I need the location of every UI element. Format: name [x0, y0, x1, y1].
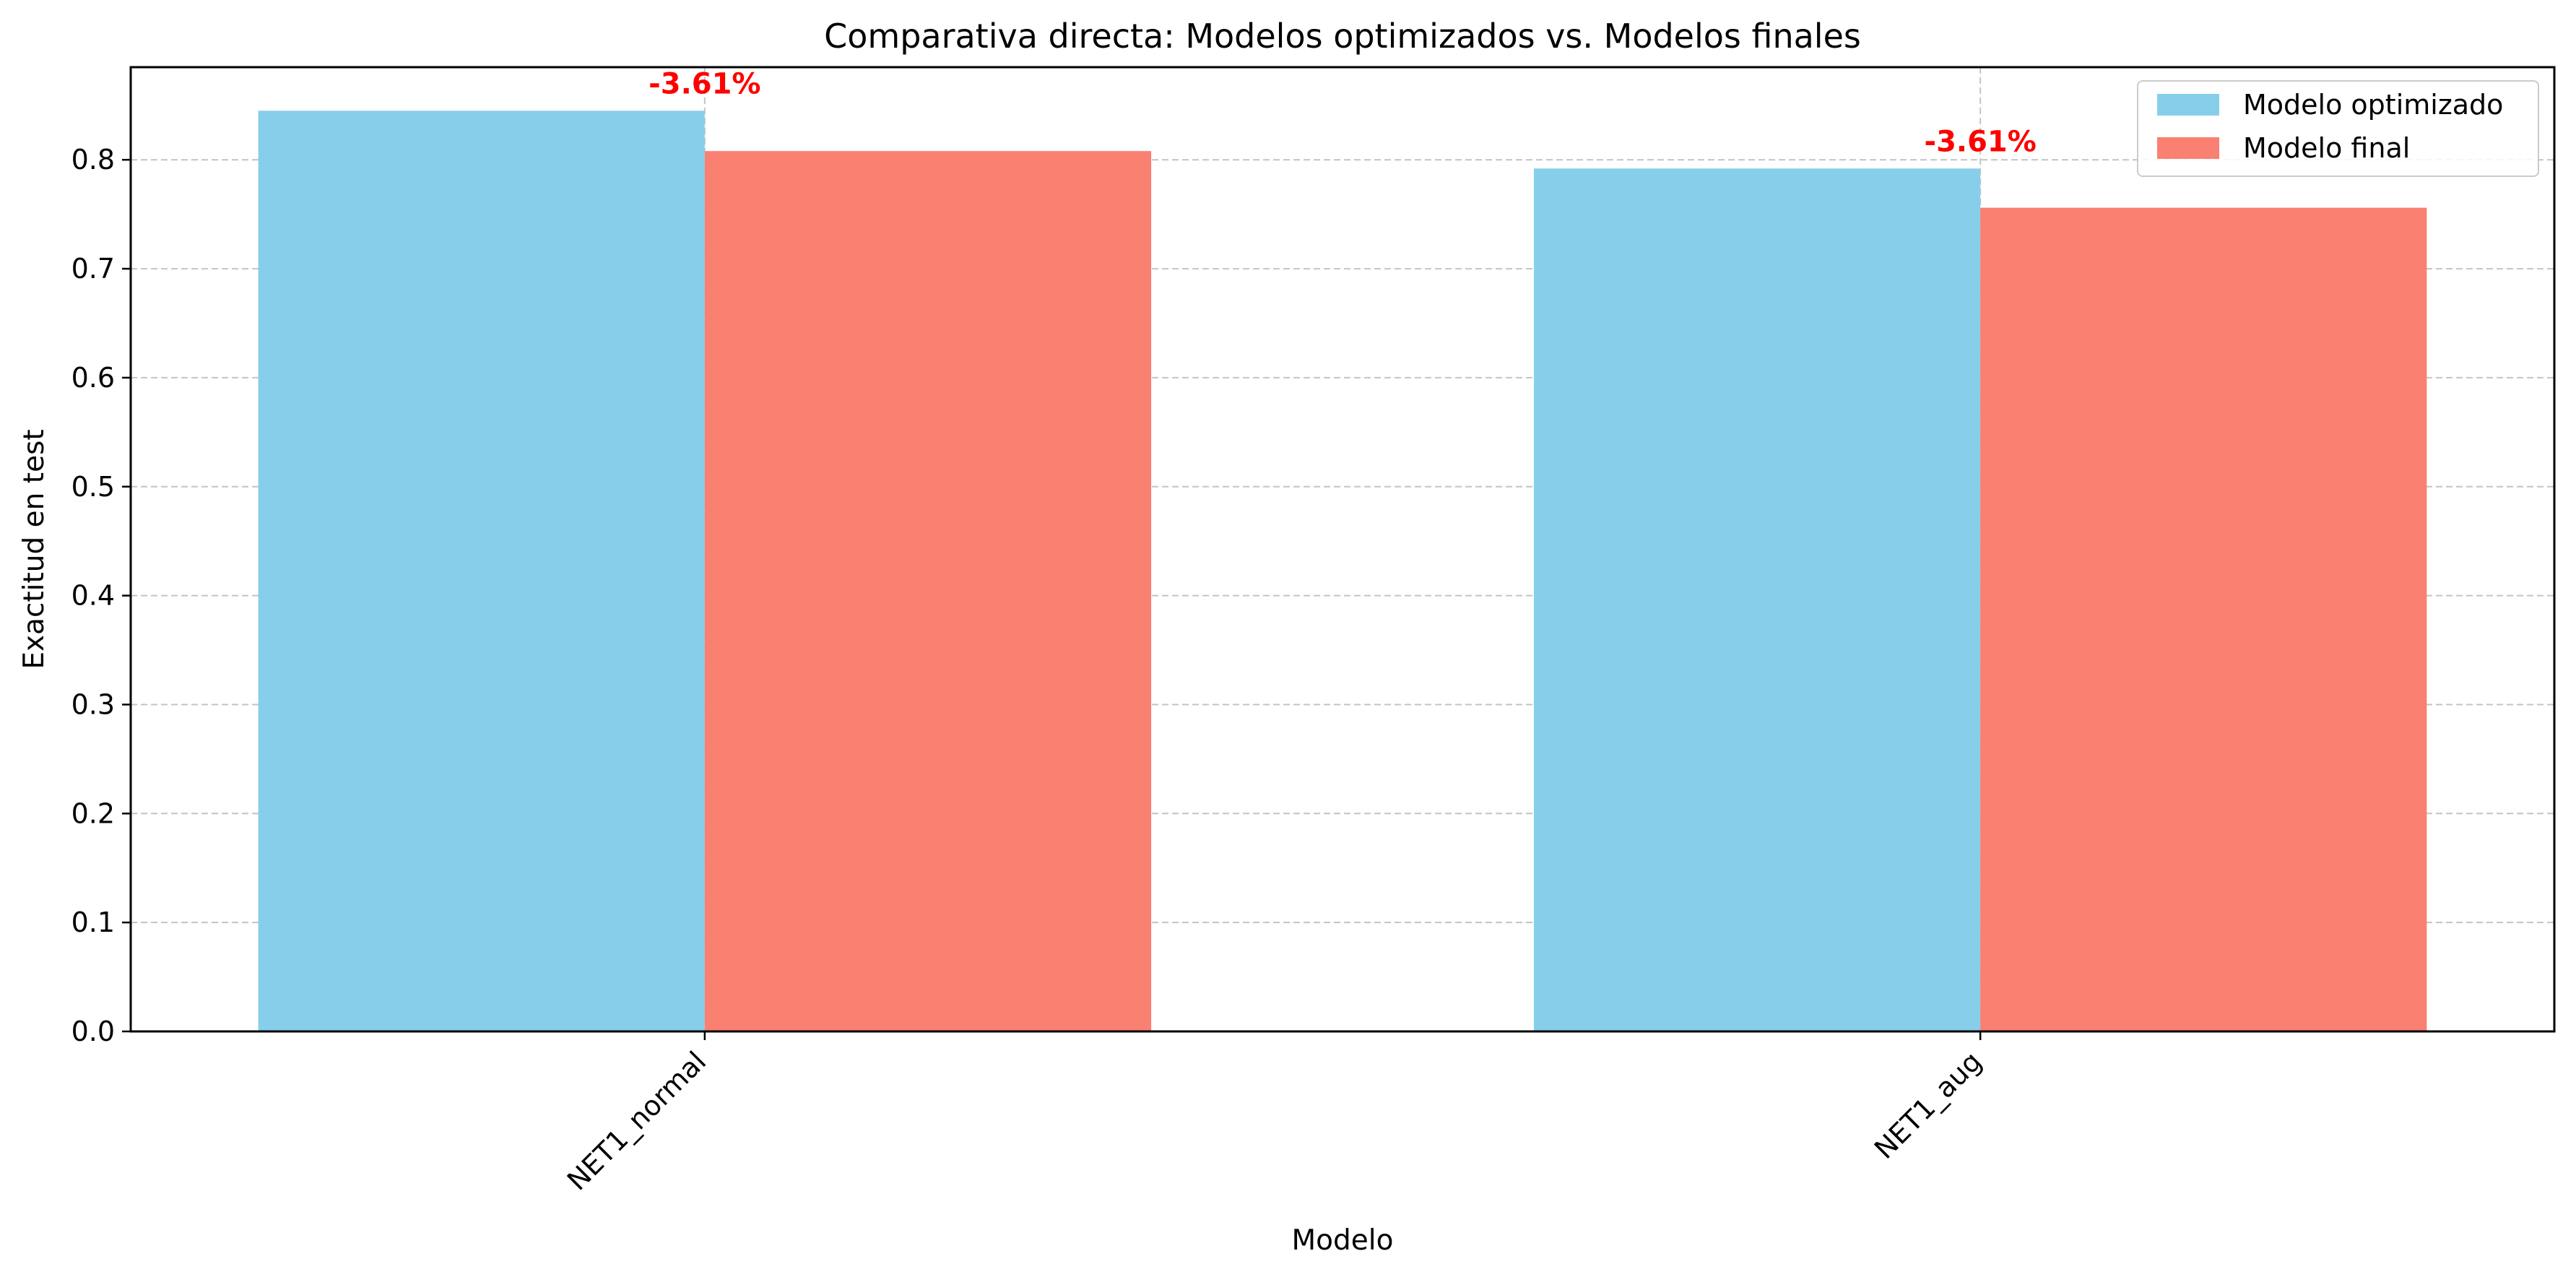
y-tick-label: 0.1 [71, 906, 115, 938]
x-axis-label: Modelo [1292, 1224, 1394, 1257]
y-tick-label: 0.8 [71, 144, 115, 176]
y-tick-label: 0.6 [71, 362, 115, 394]
bar-NET1_aug-1 [1980, 207, 2427, 1031]
legend-box [2137, 80, 2539, 177]
y-axis-label: Exactitud en test [18, 429, 51, 669]
legend: Modelo optimizado Modelo final [2137, 80, 2539, 177]
legend-swatch-optimizado [2157, 94, 2219, 116]
y-tick-label: 0.0 [71, 1016, 115, 1047]
legend-label-final: Modelo final [2243, 132, 2410, 164]
y-tick-label: 0.2 [71, 797, 115, 829]
difference-annotation: -3.61% [649, 67, 760, 100]
annotations: -3.61% -3.61% [649, 67, 2037, 158]
y-tick-label: 0.3 [71, 688, 115, 720]
bar-NET1_aug-0 [1533, 168, 1981, 1032]
legend-swatch-final [2157, 137, 2219, 159]
difference-annotation: -3.61% [1924, 125, 2036, 158]
bars [258, 111, 2427, 1032]
plot-frame [129, 66, 2556, 1033]
y-tick-label: 0.4 [71, 580, 115, 612]
y-tick-label: 0.5 [71, 471, 115, 503]
legend-label-optimizado: Modelo optimizado [2243, 89, 2503, 121]
chart-title: Comparativa directa: Modelos optimizados… [824, 17, 1861, 56]
bar-NET1_normal-0 [258, 111, 705, 1031]
bar-NET1_normal-1 [704, 151, 1152, 1031]
y-tick-label: 0.7 [71, 253, 115, 285]
